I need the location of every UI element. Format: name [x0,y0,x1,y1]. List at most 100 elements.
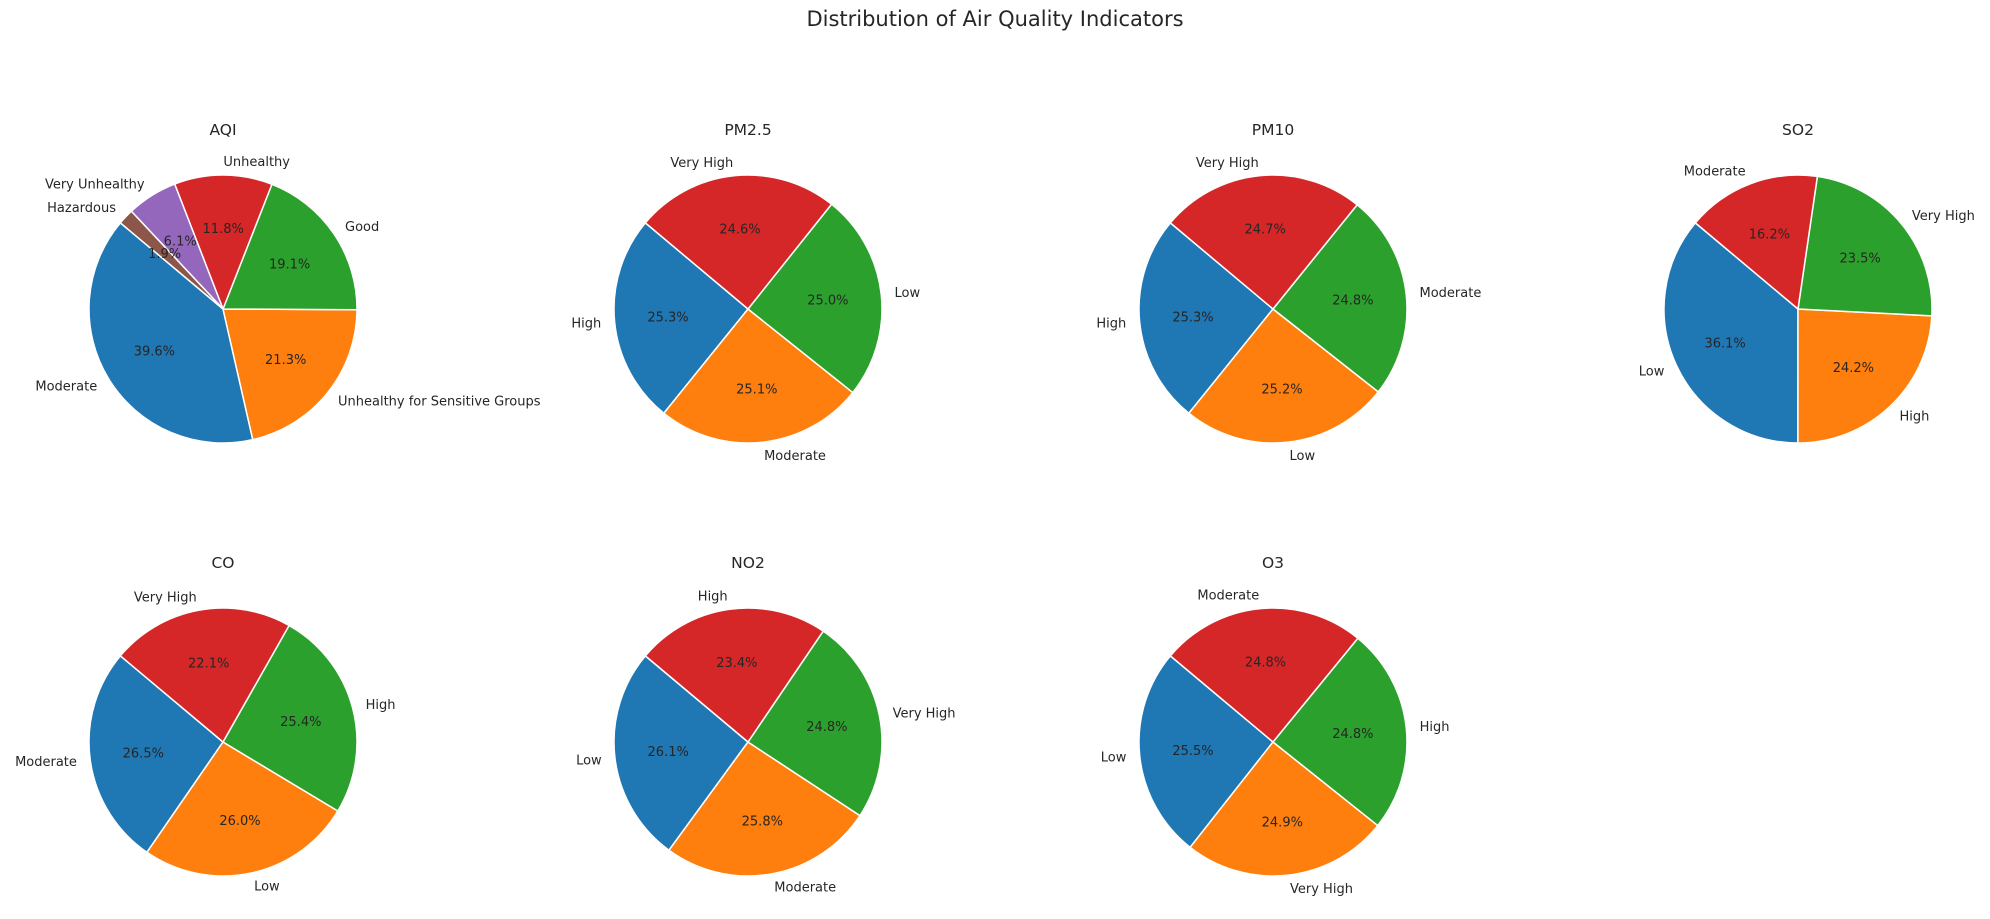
pie-chart-co: CO 26.5% Moderate 26.0% Low 25.4% High 22.1% Ver… [15,554,395,895]
pie-slice-so2-high [1797,308,1933,444]
pie-slice-pm2-5-moderate [663,308,854,444]
pie-title-no2: NO2 [731,554,765,572]
pie-title-so2: SO2 [1782,121,1814,139]
pie-label-no2-low: Low [576,753,602,768]
figure-title: Distribution of Air Quality Indicators [806,7,1183,31]
pie-slice-o3-high [1272,637,1408,827]
pie-label-no2-moderate: Moderate [774,881,836,896]
pie-label-no2-high: High [698,590,728,605]
pie-pct-so2-high: 24.2% [1833,361,1874,376]
pie-label-co-low: Low [254,880,280,895]
pie-label-o3-very-high: Very High [1290,882,1353,897]
pie-slice-aqi-good [222,183,358,311]
pie-pct-pm10-low: 25.2% [1261,382,1302,397]
pie-slice-pm10-very-high [1169,174,1358,310]
pie-pct-pm2-5-high: 25.3% [647,310,688,325]
pie-pct-so2-very-high: 23.5% [1839,252,1880,267]
pie-slice-no2-moderate [668,741,861,877]
pie-label-aqi-unhealthy-for-sensitive-groups: Unhealthy for Sensitive Groups [338,395,541,410]
pie-label-o3-low: Low [1101,751,1127,766]
pie-label-pm10-moderate: Moderate [1420,286,1482,301]
pie-label-aqi-very-unhealthy: Very Unhealthy [45,178,145,193]
pie-chart-o3: O3 25.5% Low 24.9% Very High 24.8% High 24.8% Mo… [1101,554,1450,897]
pie-pct-aqi-hazardous: 1.9% [148,247,181,262]
pie-title-pm10: PM10 [1252,121,1294,139]
pie-pct-pm10-high: 25.3% [1172,310,1213,325]
pie-slice-co-moderate [88,655,224,854]
pie-label-co-moderate: Moderate [15,755,77,770]
pie-slice-pm2-5-very-high [644,174,833,310]
pie-pct-no2-low: 26.1% [648,745,689,760]
pie-slice-aqi-hazardous [119,210,224,310]
pie-label-co-very-high: Very High [134,590,197,605]
pie-pct-co-low: 26.0% [219,814,260,829]
pie-pct-so2-moderate: 16.2% [1749,227,1790,242]
pie-chart-pm10: PM10 25.3% High 25.2% Low 24.8% Moderate 24.7% V… [1096,121,1481,464]
pie-pct-o3-moderate: 24.8% [1245,656,1286,671]
pie-label-so2-moderate: Moderate [1684,165,1746,180]
pie-label-no2-very-high: Very High [893,707,956,722]
pie-chart-no2: NO2 26.1% Low 25.8% Moderate 24.8% Very High 23… [576,554,955,896]
pie-label-so2-high: High [1900,409,1930,424]
pie-label-pm2-5-moderate: Moderate [764,449,826,464]
pie-slice-aqi-moderate [88,222,254,444]
pie-slice-pm10-low [1188,308,1380,444]
pie-pct-pm10-very-high: 24.7% [1245,223,1286,238]
pie-pct-pm2-5-very-high: 24.6% [719,223,760,238]
pie-title-pm2-5: PM2.5 [724,121,771,139]
pie-chart-so2: SO2 36.1% Low 24.2% High 23.5% Very High 16.2% M… [1639,121,1975,444]
pie-slice-no2-high [644,607,824,743]
pie-slice-o3-very-high [1189,741,1379,877]
pie-pct-co-high: 25.4% [280,715,321,730]
pie-label-co-high: High [366,698,396,713]
pie-pct-aqi-good: 19.1% [269,257,310,272]
pie-pct-aqi-very-unhealthy: 6.1% [164,234,197,249]
pie-pct-no2-high: 23.4% [716,656,757,671]
pie-pct-o3-high: 24.8% [1332,727,1373,742]
pie-slice-o3-low [1138,655,1274,849]
pie-slice-pm10-moderate [1272,203,1408,393]
pie-label-pm2-5-high: High [571,317,601,332]
pie-label-aqi-hazardous: Hazardous [47,201,116,216]
pie-slice-pm10-high [1138,222,1274,415]
pie-slice-aqi-unhealthy-for-sensitive-groups [222,308,358,441]
pie-label-o3-moderate: Moderate [1197,589,1259,604]
pie-label-so2-low: Low [1639,365,1665,380]
pie-title-aqi: AQI [209,121,236,139]
pie-pct-no2-very-high: 24.8% [806,720,847,735]
pie-slice-aqi-unhealthy [173,174,273,310]
pie-slice-co-very-high [119,607,290,743]
pie-label-o3-high: High [1420,720,1450,735]
pie-pct-no2-moderate: 25.8% [742,815,783,830]
pie-pct-pm10-moderate: 24.8% [1332,294,1373,309]
pie-pct-pm2-5-low: 25.0% [807,294,848,309]
pie-slice-pm2-5-high [613,222,749,415]
pie-slice-so2-moderate [1694,174,1819,310]
pie-pct-aqi-moderate: 39.6% [134,344,175,359]
pie-label-pm2-5-very-high: Very High [670,156,733,171]
pie-title-o3: O3 [1262,554,1284,572]
pie-label-pm10-high: High [1096,317,1126,332]
pie-charts-grid: AQI 39.6% Moderate 21.3% Unhealthy for Sensi… [15,121,1975,897]
pie-pct-so2-low: 36.1% [1704,337,1745,352]
pie-pct-pm2-5-moderate: 25.1% [736,382,777,397]
pie-slice-co-low [146,741,339,877]
pie-slice-o3-moderate [1169,607,1359,743]
pie-label-pm2-5-low: Low [895,286,921,301]
pie-pct-o3-low: 25.5% [1172,744,1213,759]
pie-pct-aqi-unhealthy: 11.8% [203,222,244,237]
pie-label-so2-very-high: Very High [1912,209,1975,224]
pie-label-aqi-good: Good [345,220,379,235]
pie-pct-o3-very-high: 24.9% [1262,815,1303,830]
pie-slice-co-high [222,624,358,812]
pie-pct-aqi-unhealthy-for-sensitive-groups: 21.3% [265,353,306,368]
pie-label-aqi-unhealthy: Unhealthy [223,155,290,170]
pie-chart-aqi: AQI 39.6% Moderate 21.3% Unhealthy for Sensi… [35,121,541,444]
pie-slice-so2-very-high [1797,175,1933,317]
pie-slice-no2-very-high [747,630,883,817]
pie-slice-no2-low [613,655,749,851]
pie-title-co: CO [211,554,234,572]
pie-slice-so2-low [1663,222,1799,444]
pie-slice-pm2-5-low [747,203,883,394]
